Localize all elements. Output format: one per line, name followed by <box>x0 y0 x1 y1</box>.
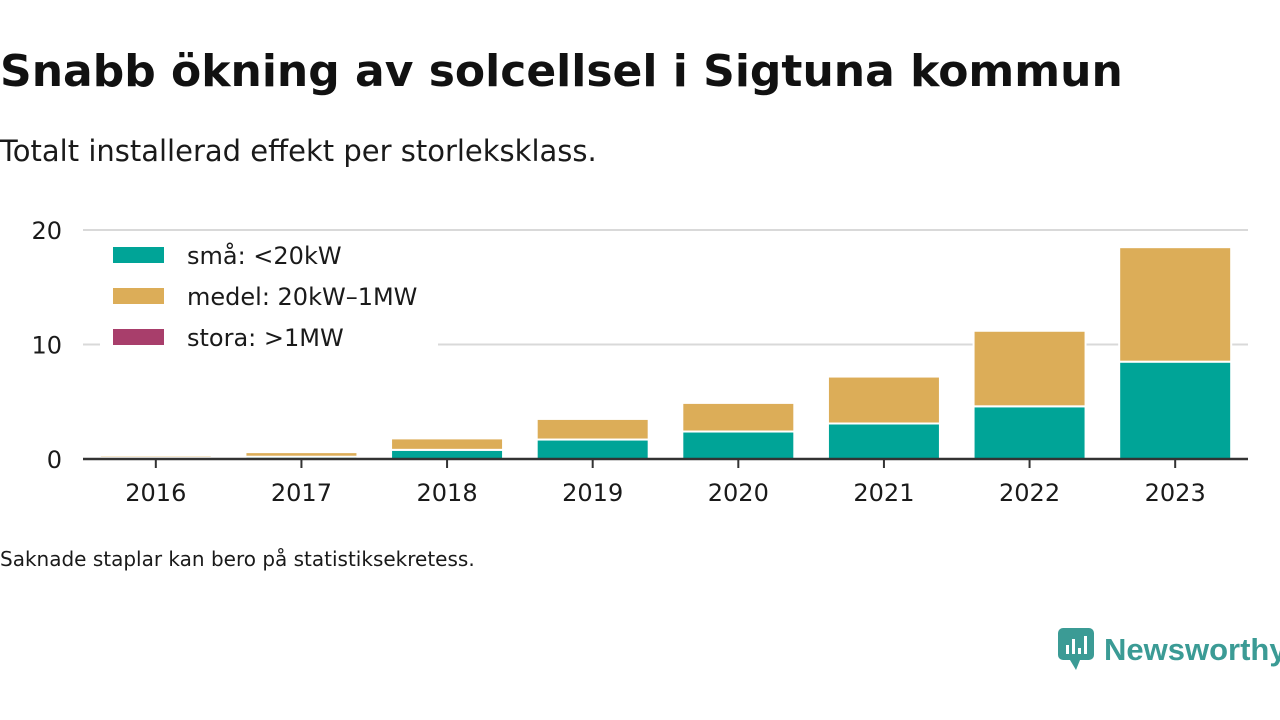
bar-segment <box>244 451 359 458</box>
y-tick-label: 10 <box>31 332 62 360</box>
bar-segment <box>826 422 941 461</box>
x-tick-label: 2017 <box>271 479 332 507</box>
legend-label: medel: 20kW–1MW <box>187 283 417 311</box>
legend-swatch <box>113 288 164 304</box>
y-tick-label: 0 <box>47 446 62 474</box>
bar-segment <box>390 437 505 451</box>
chart-subtitle: Totalt installerad effekt per storlekskl… <box>0 134 597 168</box>
bar-segment <box>535 438 650 461</box>
bar-segment <box>390 448 505 460</box>
chart-title: Snabb ökning av solcellsel i Sigtuna kom… <box>0 46 1123 97</box>
x-tick-label: 2018 <box>417 479 478 507</box>
legend-label: små: <20kW <box>187 241 342 270</box>
footnote: Saknade staplar kan bero på statistiksek… <box>0 547 475 571</box>
legend-swatch <box>113 329 164 345</box>
y-tick-label: 20 <box>31 217 62 245</box>
brand-name: Newsworthy <box>1104 632 1280 667</box>
bar-segment <box>972 329 1087 408</box>
bar-segment <box>1118 360 1233 460</box>
stacked-bar-chart: 0 10 20 2016 2017 2018 2019 2020 2021 2022 2023 små… <box>31 217 1248 507</box>
bar-segment <box>826 375 941 425</box>
bar-segment <box>972 405 1087 460</box>
bar-segment <box>535 417 650 441</box>
x-tick-label: 2019 <box>562 479 623 507</box>
x-tick-label: 2021 <box>853 479 914 507</box>
x-tick-label: 2016 <box>125 479 186 507</box>
legend-swatch <box>113 247 164 263</box>
bar-segment <box>681 430 796 460</box>
x-tick-label: 2023 <box>1145 479 1206 507</box>
x-tick-label: 2020 <box>708 479 769 507</box>
newsworthy-brand: Newsworthy <box>1058 628 1280 672</box>
x-tick-label: 2022 <box>999 479 1060 507</box>
bar-segment <box>98 454 213 459</box>
legend-label: stora: >1MW <box>187 324 344 352</box>
newsworthy-logo-icon <box>1058 628 1094 670</box>
bar-segment <box>681 401 796 433</box>
bar-segment <box>1118 246 1233 363</box>
